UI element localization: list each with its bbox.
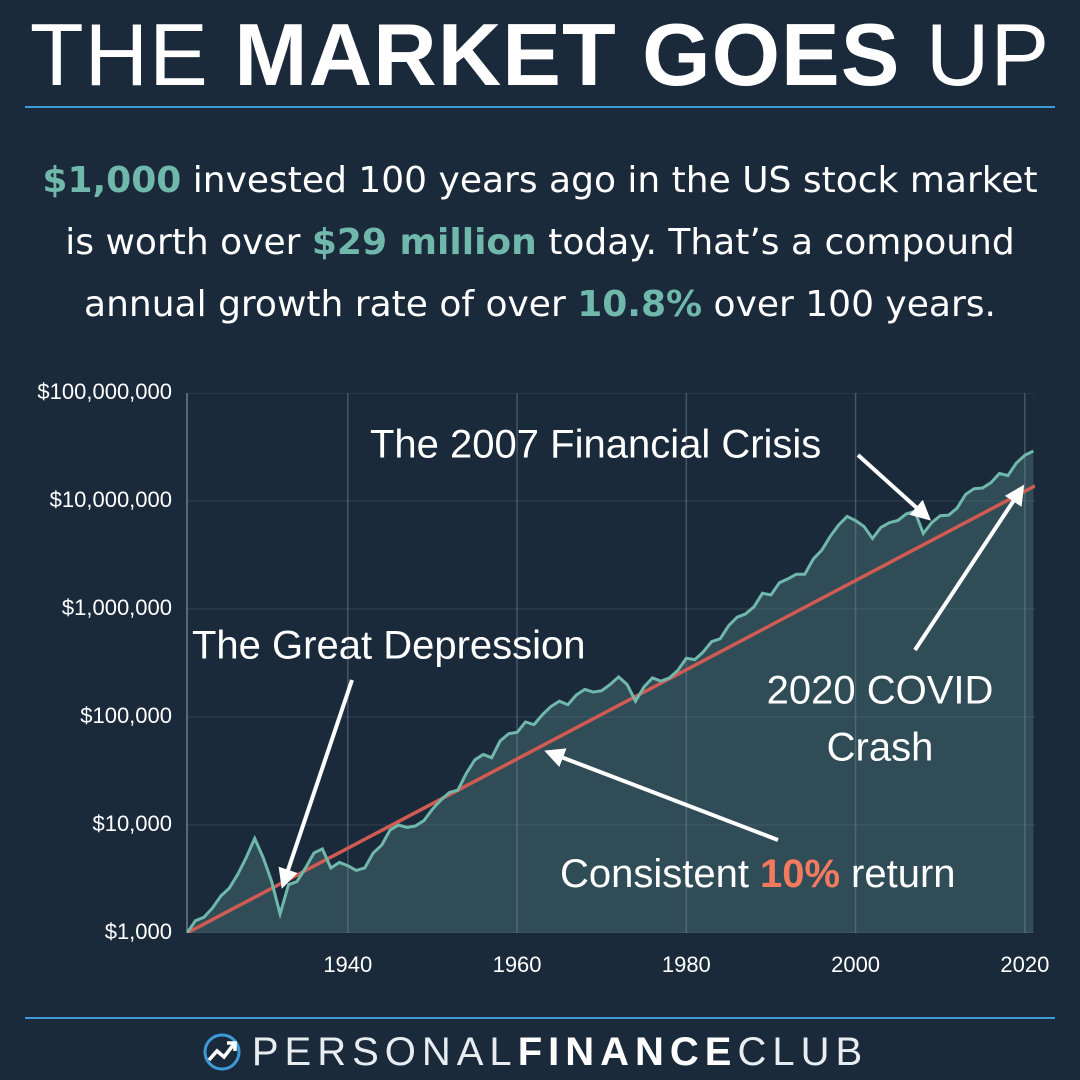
annotation: Crash	[827, 726, 934, 770]
subtitle-text: invested 100 years ago in the US stock m…	[181, 160, 1038, 201]
annotation: The 2007 Financial Crisis	[370, 423, 821, 467]
annotation-highlight: 10%	[760, 852, 840, 896]
annotation: The Great Depression	[192, 624, 586, 668]
annotation-arrow	[544, 748, 779, 842]
annotation-arrow	[278, 679, 354, 889]
subtitle-line: $1,000 invested 100 years ago in the US …	[0, 150, 1080, 212]
y-tick-label: $10,000	[92, 811, 172, 836]
title-part: UP	[925, 5, 1051, 104]
y-tick-label: $10,000,000	[50, 487, 172, 512]
subtitle-text: annual growth rate of over	[84, 284, 578, 325]
overlay: 1940 1960 1980 2000 2020 $1,000 $10,000 $100,00…	[37, 379, 1049, 977]
plot-area	[187, 393, 1035, 933]
subtitle-highlight: $1,000	[42, 160, 182, 201]
subtitle-text: over 100 years.	[702, 284, 996, 325]
trend-line	[187, 484, 1035, 933]
x-tick-label: 1960	[493, 952, 542, 977]
subtitle-text: is worth over	[65, 222, 312, 263]
subtitle-line: is worth over $29 million today. That’s …	[0, 212, 1080, 274]
annotation-arrow	[913, 484, 1025, 652]
annotation-part: return	[851, 852, 956, 896]
annotation: Consistent 10% return	[560, 852, 956, 896]
annotation: 2020 COVID	[767, 669, 994, 713]
subtitle-highlight: 10.8%	[577, 284, 703, 325]
area	[187, 451, 1034, 933]
subtitle-line: annual growth rate of over 10.8% over 10…	[0, 274, 1080, 336]
y-tick-label: $100,000,000	[37, 379, 172, 404]
annotation-part: Consistent	[560, 852, 749, 896]
title-part: THE	[29, 5, 209, 104]
annotation-arrow	[856, 453, 931, 521]
brand-part: FINANCE	[517, 1030, 738, 1074]
market-line	[187, 449, 1034, 933]
x-tick-label: 1940	[323, 952, 372, 977]
x-tick-label: 2000	[831, 952, 880, 977]
subtitle-text: today. That’s a compound	[536, 222, 1015, 263]
title-part: MARKET GOES	[234, 5, 901, 104]
x-tick-label: 2020	[1000, 952, 1049, 977]
y-tick-label: $1,000,000	[62, 595, 172, 620]
title: THE MARKET GOES UP	[0, 4, 1080, 106]
y-tick-label: $100,000	[80, 703, 172, 728]
x-tick-label: 1980	[662, 952, 711, 977]
logo	[203, 1033, 241, 1071]
brand-part: CLUB	[737, 1030, 869, 1074]
subtitle-highlight: $29 million	[311, 222, 537, 263]
y-tick-label: $1,000	[105, 919, 172, 944]
brand-part: PERSONAL	[251, 1030, 518, 1074]
footer: PERSONALFINANCECLUB	[0, 1030, 1080, 1075]
subtitle: $1,000 invested 100 years ago in the US …	[0, 150, 1080, 336]
